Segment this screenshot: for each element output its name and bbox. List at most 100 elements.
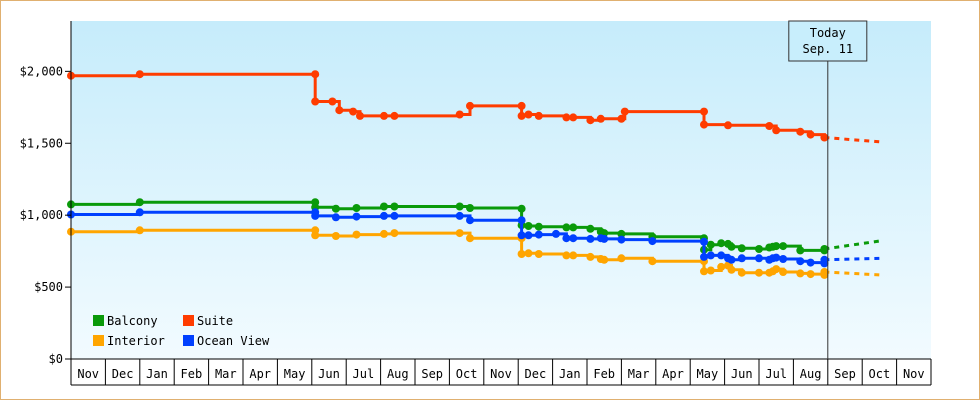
data-point-ocean-view [380, 211, 388, 220]
x-tick-label: Dec [525, 367, 547, 381]
today-callout-box [788, 20, 868, 62]
x-tick-label: Nov [903, 367, 925, 381]
data-point-interior [820, 268, 829, 276]
y-tick-label: $1,000 [20, 208, 63, 222]
y-tick-label: $1,500 [20, 136, 63, 150]
x-tick-label: Nov [490, 367, 512, 381]
data-point-ocean-view [706, 251, 715, 260]
data-point-balcony [617, 229, 626, 238]
data-point-balcony [517, 204, 526, 213]
data-point-balcony [755, 245, 763, 253]
data-point-interior [586, 252, 595, 261]
data-point-balcony [737, 244, 746, 253]
y-tick-label: $0 [49, 352, 63, 366]
data-point-interior [772, 265, 781, 274]
data-point-suite [700, 120, 708, 129]
data-point-suite [724, 121, 732, 130]
x-tick-label: Jun [318, 367, 340, 381]
data-point-interior [466, 234, 474, 243]
x-tick-label: Jun [731, 367, 753, 381]
data-point-balcony [772, 242, 781, 251]
data-point-interior [524, 249, 533, 258]
data-point-balcony [524, 222, 533, 230]
data-point-ocean-view [737, 254, 746, 263]
plot-background [71, 21, 931, 359]
data-point-ocean-view [717, 251, 726, 260]
data-point-interior [779, 268, 788, 276]
x-tick-label: Feb [593, 367, 615, 381]
data-point-suite [765, 122, 774, 130]
x-tick-label: Nov [77, 367, 99, 381]
data-point-ocean-view [820, 255, 829, 264]
data-point-ocean-view [806, 258, 815, 267]
data-point-interior [517, 250, 526, 258]
x-tick-label: Apr [249, 367, 271, 381]
x-tick-label: Mar [628, 367, 650, 381]
legend-label-balcony: Balcony [107, 314, 158, 328]
data-point-suite [135, 70, 144, 79]
data-point-ocean-view [772, 253, 781, 262]
data-point-interior [648, 257, 657, 266]
data-point-interior [600, 255, 609, 264]
data-point-balcony [796, 246, 805, 255]
x-tick-label: Oct [456, 367, 478, 381]
data-point-balcony [779, 242, 788, 251]
data-point-interior [617, 254, 626, 263]
today-date: Sep. 11 [803, 42, 854, 56]
data-point-suite [311, 70, 320, 79]
data-point-interior [569, 251, 578, 260]
data-point-ocean-view [569, 234, 578, 243]
today-label: Today [810, 26, 846, 40]
x-tick-label: Dec [112, 367, 134, 381]
data-point-balcony [455, 202, 464, 211]
data-point-suite [517, 101, 526, 110]
data-point-suite [380, 111, 388, 120]
data-point-suite [596, 114, 605, 123]
data-point-ocean-view [390, 211, 399, 220]
data-point-ocean-view [455, 211, 464, 220]
x-tick-label: Sep [421, 367, 443, 381]
data-point-ocean-view [700, 252, 708, 261]
data-point-balcony [569, 223, 578, 232]
today-marker: Today Sep. 11 [788, 20, 868, 359]
data-point-suite [328, 97, 337, 106]
legend-swatch-suite [183, 315, 194, 326]
data-point-suite [820, 133, 829, 142]
x-tick-label: Jul [765, 367, 787, 381]
data-point-interior [352, 230, 361, 239]
data-point-ocean-view [648, 237, 657, 246]
x-tick-label: Feb [181, 367, 203, 381]
y-tick-label: $2,000 [20, 64, 63, 78]
data-point-suite [356, 111, 364, 120]
data-point-interior [331, 232, 340, 240]
data-point-ocean-view [700, 237, 708, 246]
data-point-ocean-view [600, 234, 609, 243]
x-tick-label: Mar [215, 367, 237, 381]
data-point-balcony [586, 224, 595, 233]
data-point-ocean-view [517, 231, 526, 240]
data-point-suite [796, 127, 805, 136]
data-point-suite [349, 107, 358, 116]
data-point-balcony [820, 245, 829, 253]
data-point-ocean-view [727, 255, 736, 264]
data-point-ocean-view [331, 213, 340, 222]
data-point-ocean-view [779, 255, 788, 263]
legend-swatch-balcony [93, 315, 104, 326]
data-point-interior [727, 265, 736, 274]
x-tick-label: Apr [662, 367, 684, 381]
data-point-ocean-view [552, 229, 560, 238]
data-point-suite [617, 114, 626, 123]
data-point-suite [562, 113, 571, 122]
data-point-balcony [390, 202, 399, 211]
data-point-ocean-view [755, 254, 763, 263]
data-point-suite [517, 111, 526, 120]
data-point-ocean-view [796, 257, 805, 266]
x-tick-label: Jan [559, 367, 581, 381]
data-point-interior [380, 229, 388, 238]
data-point-suite [700, 107, 708, 116]
data-point-interior [717, 262, 726, 271]
data-point-interior [796, 269, 805, 278]
data-point-ocean-view [617, 235, 626, 244]
data-point-suite [466, 101, 474, 110]
data-point-balcony [466, 204, 474, 212]
